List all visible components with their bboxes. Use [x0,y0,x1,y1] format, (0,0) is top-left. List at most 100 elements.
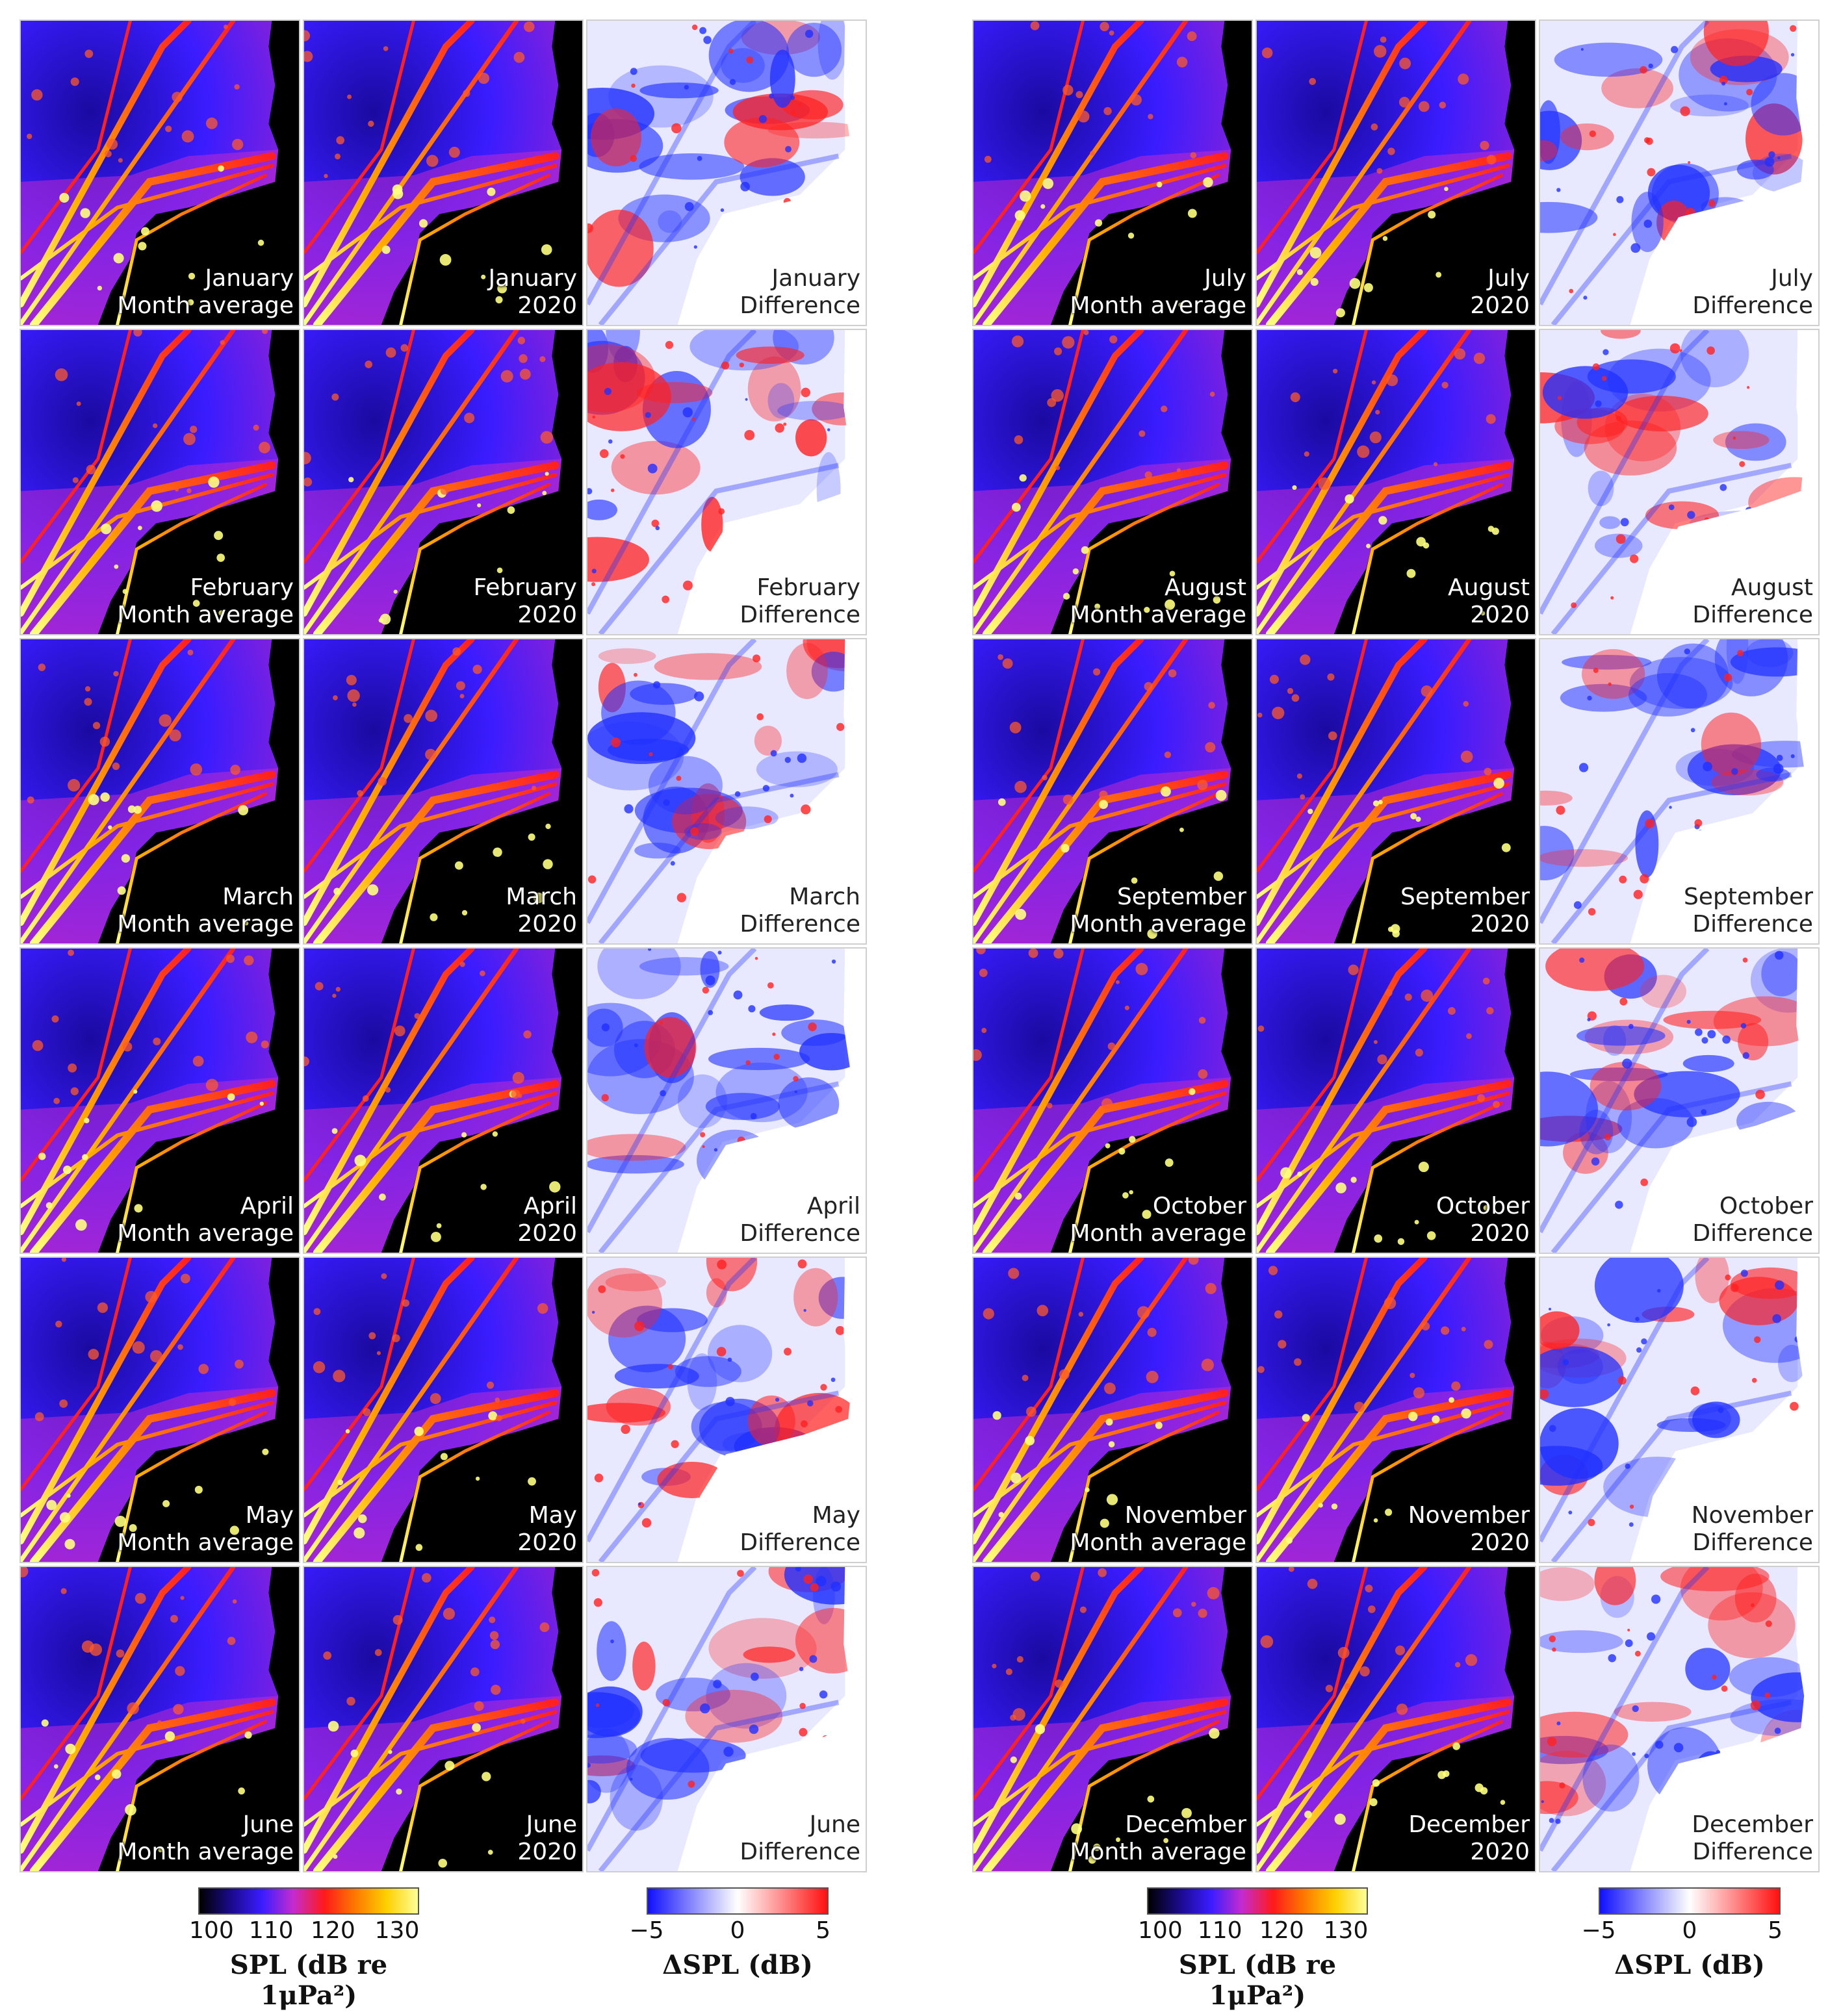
dspl-colorbar-gradient [1599,1887,1781,1915]
difference-heatmap [587,949,866,1253]
dspl-colorbar-caption: ΔSPL (dB) [662,1950,813,1980]
spl-heatmap [304,330,582,634]
map-difference-august: August Difference [1539,329,1820,635]
panel-label-month: December [1408,1811,1530,1838]
dspl-tick: 0 [1682,1917,1697,1944]
map-2020-october: October 2020 [1255,947,1536,1254]
map-month-average-october: October Month average [972,947,1253,1254]
panel-label-kind: Difference [740,911,860,938]
map-month-average-january: January Month average [19,19,300,326]
panel-label-month: July [1487,265,1530,292]
panel-label: July Month average [1070,265,1246,320]
dspl-tick: −5 [1581,1917,1616,1944]
map-month-average-december: December Month average [972,1566,1253,1872]
map-difference-march: March Difference [586,638,867,945]
panel-grid-right: July Month average July 2020 July Difference A… [972,19,1820,1872]
panel-label-month: July [1204,265,1246,292]
panel-label-kind: Difference [740,1529,860,1556]
map-2020-january: January 2020 [303,19,584,326]
spl-heatmap [21,1258,299,1562]
panel-label-month: November [1124,1502,1246,1529]
panel-label: May 2020 [517,1502,577,1557]
panel-label-month: April [806,1193,860,1219]
panel-label-month: October [1719,1193,1813,1219]
difference-heatmap [587,1567,866,1871]
panel-label-kind: 2020 [1470,602,1530,628]
panel-label-kind: Difference [1692,292,1813,319]
map-month-average-february: February Month average [19,329,300,635]
panel-label-month: November [1408,1502,1530,1529]
spl-tick: 120 [1259,1917,1304,1944]
map-2020-august: August 2020 [1255,329,1536,635]
panel-label: January 2020 [489,265,577,320]
panel-label: January Difference [740,265,860,320]
panel-label-kind: Month average [117,602,294,628]
panel-label: August Month average [1070,574,1246,629]
spl-heatmap [1257,1567,1535,1871]
map-month-average-march: March Month average [19,638,300,945]
panel-label-month: August [1165,574,1246,601]
panel-label-month: March [222,884,294,910]
panel-label-month: February [756,574,860,601]
panel-label-month: September [1684,884,1813,910]
spl-heatmap [21,1567,299,1871]
panel-label-kind: Difference [1692,911,1813,938]
panel-label-kind: Month average [1070,1529,1246,1556]
panel-label-month: May [528,1502,577,1529]
spl-tick: 120 [311,1917,355,1944]
map-difference-april: April Difference [586,947,867,1254]
panel-label: April Difference [740,1193,860,1247]
spl-heatmap [21,949,299,1253]
map-difference-december: December Difference [1539,1566,1820,1872]
spl-heatmap [1257,21,1535,325]
spl-colorbar-right: 100 110 120 130 SPL (dB re 1μPa²) [1138,1887,1368,2011]
dspl-tick: −5 [629,1917,664,1944]
map-difference-november: November Difference [1539,1257,1820,1563]
panel-label-kind: Difference [1692,1220,1813,1247]
panel-grid-left: January Month average January 2020 January Di… [19,19,867,1872]
panel-label-month: April [523,1193,577,1219]
panel-label-month: July [1771,265,1813,292]
spl-colorbar-caption: SPL (dB re 1μPa²) [1178,1950,1337,2011]
difference-heatmap [1540,949,1818,1253]
spl-heatmap [21,330,299,634]
panel-label: June 2020 [517,1811,577,1866]
panel-label-month: December [1692,1811,1813,1838]
spl-heatmap [304,21,582,325]
spl-heatmap [973,949,1252,1253]
panel-label-kind: Month average [117,292,294,319]
dspl-colorbar-gradient [647,1887,829,1915]
difference-heatmap [1540,639,1818,943]
panel-label-kind: Month average [1070,292,1246,319]
dspl-tick: 5 [1768,1917,1783,1944]
panel-label-month: January [205,265,294,292]
spl-heatmap [1257,639,1535,943]
panel-label: April 2020 [517,1193,577,1247]
panel-label-month: February [473,574,577,601]
difference-heatmap [1540,330,1818,634]
difference-heatmap [1540,1258,1818,1562]
map-difference-september: September Difference [1539,638,1820,945]
panel-label: November 2020 [1408,1502,1530,1557]
panel-label-month: December [1125,1811,1246,1838]
panel-label-month: August [1448,574,1530,601]
dspl-tick: 5 [816,1917,831,1944]
panel-label-month: May [812,1502,860,1529]
panel-label-kind: 2020 [517,1529,577,1556]
spl-heatmap [1257,1258,1535,1562]
difference-heatmap [1540,1567,1818,1871]
panel-label-kind: 2020 [517,602,577,628]
panel-label-month: March [789,884,860,910]
spl-tick: 100 [1138,1917,1183,1944]
panel-label: May Difference [740,1502,860,1557]
panel-label: December 2020 [1408,1811,1530,1866]
panel-label-kind: Difference [1692,602,1813,628]
panel-label: January Month average [117,265,294,320]
panel-label-kind: 2020 [1470,292,1530,319]
spl-colorbar-ticks: 100 110 120 130 [1138,1915,1368,1944]
map-difference-february: February Difference [586,329,867,635]
panel-label: February 2020 [473,574,577,629]
map-2020-april: April 2020 [303,947,584,1254]
map-month-average-november: November Month average [972,1257,1253,1563]
spl-tick: 100 [189,1917,234,1944]
